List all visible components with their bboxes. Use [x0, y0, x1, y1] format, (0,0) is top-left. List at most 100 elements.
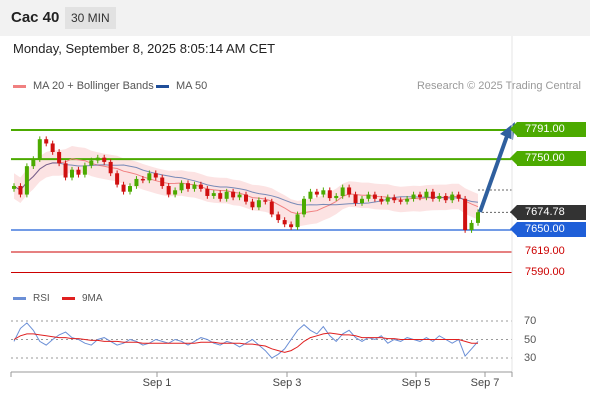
candle-body [224, 191, 229, 199]
candle-body [115, 173, 120, 185]
candle-body [70, 169, 74, 178]
candlesticks [12, 136, 480, 233]
candle-body [411, 194, 416, 199]
candle-body [44, 139, 49, 144]
candle-body [140, 178, 145, 181]
rsi-level-30: 30 [524, 352, 537, 364]
instrument-title: Cac 40 [11, 9, 60, 26]
candle-body [463, 198, 468, 230]
bollinger-bands [14, 146, 478, 227]
candle-body [192, 184, 197, 189]
x-label-sep-3: Sep 3 [272, 377, 302, 389]
timestamp: Monday, September 8, 2025 8:05:14 AM CET [13, 41, 276, 56]
candle-body [37, 139, 42, 160]
candle-body [31, 159, 36, 167]
candle-body [153, 173, 158, 178]
candle-body [231, 191, 236, 198]
rsi-ma-swatch [62, 297, 75, 300]
candle-body [198, 184, 203, 189]
candle-body [392, 197, 397, 201]
ma20-swatch [13, 84, 26, 88]
candle-body [160, 177, 165, 187]
candle-body [95, 157, 100, 161]
candle-body [211, 193, 216, 196]
rsi-level-70: 70 [524, 315, 537, 327]
candle-body [476, 212, 480, 223]
candle-body [424, 191, 429, 198]
candle-body [347, 187, 352, 195]
candle-body [469, 222, 474, 230]
candle-body [366, 194, 371, 199]
legend-ma50: MA 50 [156, 80, 207, 92]
level-lines [11, 129, 514, 274]
candle-body [385, 197, 390, 202]
support-1-label: 7619.00 [525, 245, 565, 257]
candle-body [18, 186, 23, 195]
candle-body [276, 214, 281, 221]
candle-body [269, 201, 274, 215]
projection-arrow-shaft [478, 135, 509, 213]
candle-body [263, 200, 268, 202]
support-2-label: 7590.00 [525, 266, 565, 278]
candle-body [57, 151, 62, 164]
candle-body [398, 200, 403, 202]
rsi-swatch [13, 297, 26, 300]
bollinger-fill [14, 146, 478, 227]
legend-rsi: RSI [13, 293, 50, 304]
candle-body [418, 194, 422, 198]
candle-body [89, 160, 94, 166]
candle-body [289, 224, 294, 228]
candle-body [308, 191, 313, 199]
timeframe-button[interactable]: 30 MIN [65, 7, 116, 29]
candle-body [437, 195, 442, 199]
candle-body [295, 214, 300, 228]
chart-header: Cac 40 30 MIN [0, 0, 590, 36]
candle-body [430, 191, 435, 199]
candle-body [256, 200, 261, 208]
candle-body [24, 166, 29, 195]
rsi-grid [11, 320, 512, 359]
x-label-sep-7: Sep 7 [470, 377, 500, 389]
candle-body [244, 194, 248, 202]
candle-body [186, 183, 190, 189]
candle-body [450, 194, 455, 201]
legend-ma20: MA 20 + Bollinger Bands [13, 80, 154, 92]
candle-body [334, 195, 339, 199]
candle-body [282, 220, 287, 225]
candle-body [218, 193, 223, 199]
candle-body [108, 161, 113, 174]
x-label-sep-5: Sep 5 [401, 377, 431, 389]
candle-body [134, 178, 139, 187]
candle-body [314, 191, 319, 195]
ma50-label: MA 50 [176, 80, 208, 92]
candle-body [360, 198, 364, 204]
research-credit: Research © 2025 Trading Central [416, 80, 581, 92]
rsi-ma-line [13, 332, 478, 353]
candle-body [405, 198, 410, 202]
resistance-1-tag: 7750.00 [510, 151, 586, 166]
rsi-label: RSI [33, 293, 50, 304]
candle-body [76, 169, 81, 175]
candle-body [327, 190, 332, 199]
candle-body [205, 188, 210, 196]
legend-rsi-ma: 9MA [62, 293, 103, 304]
candle-body [82, 165, 87, 175]
candle-body [321, 190, 326, 195]
ma50-swatch [156, 84, 169, 88]
resistance-2-tag: 7791.00 [510, 122, 586, 137]
candle-body [379, 198, 384, 202]
candle-body [121, 184, 126, 192]
ma20-label: MA 20 + Bollinger Bands [33, 80, 154, 92]
candle-body [353, 194, 358, 204]
candle-body [372, 194, 377, 199]
candle-body [443, 195, 448, 201]
rsi-line [13, 322, 479, 359]
rsi-level-50: 50 [524, 334, 537, 346]
candle-body [63, 163, 68, 178]
candle-body [173, 190, 178, 195]
candle-body [250, 201, 255, 208]
candle-body [340, 187, 345, 196]
candle-body [102, 157, 107, 162]
pivot-tag: 7650.00 [510, 222, 586, 237]
current-price-tag: 7674.78 [510, 205, 586, 220]
